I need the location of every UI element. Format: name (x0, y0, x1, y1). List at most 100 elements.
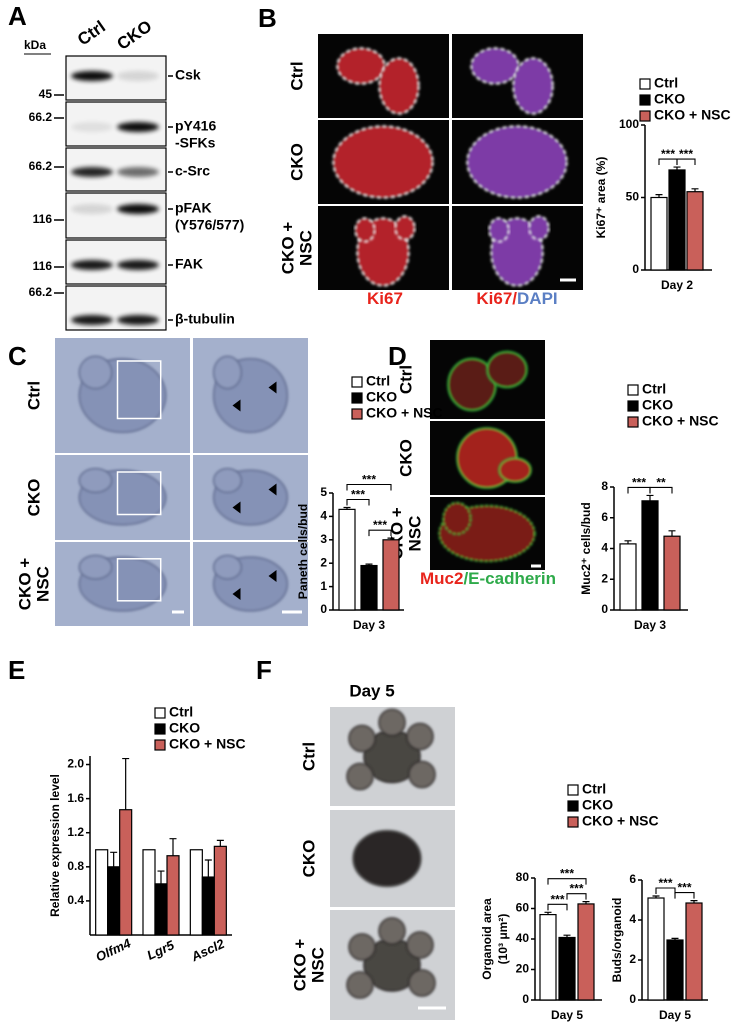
row-label: NSC (405, 516, 424, 552)
error-bar (204, 859, 212, 878)
bar (650, 196, 668, 271)
organoid (348, 933, 376, 961)
error-bar (673, 166, 681, 170)
significance-label: *** (632, 475, 646, 489)
significance-bracket (627, 486, 651, 494)
legend-swatch (154, 707, 166, 719)
error-bar (157, 870, 165, 884)
bar (685, 902, 703, 1001)
error-bar (110, 851, 118, 867)
organoid (78, 554, 113, 580)
mw-marker: 116 (33, 259, 53, 273)
legend-swatch (567, 816, 579, 828)
y-tick-label: 3 (320, 532, 327, 546)
organoid (406, 722, 434, 751)
significance-label: *** (373, 518, 387, 532)
row-label: CKO (24, 479, 43, 517)
blot-band (71, 260, 113, 270)
row-label: CKO + (290, 939, 309, 992)
organoid (408, 760, 436, 789)
y-tick-label: 20 (516, 962, 530, 976)
legend-swatch (567, 800, 579, 812)
blot-band (117, 167, 159, 177)
bar (201, 876, 215, 936)
significance-label: *** (677, 881, 691, 895)
legend-label: CKO + NSC (169, 736, 246, 752)
organoid (378, 708, 406, 737)
x-tick-label: Day 3 (634, 618, 666, 632)
y-tick-label: 40 (516, 931, 530, 945)
blot-label: c-Src (175, 163, 210, 179)
significance-bracket (368, 529, 392, 537)
organoid (442, 501, 472, 536)
blot-band (71, 204, 113, 214)
significance-label: *** (560, 867, 574, 881)
bar (107, 866, 121, 936)
y-tick-label: 4 (629, 912, 636, 926)
legend-swatch (627, 384, 639, 396)
x-tick-label: Day 2 (661, 278, 693, 292)
error-bar (668, 530, 676, 537)
legend-label: CKO (366, 389, 397, 405)
blot-band (71, 122, 113, 132)
error-bar (646, 494, 654, 501)
significance-label: *** (679, 147, 693, 161)
blot-band (71, 315, 113, 325)
mw-marker: 66.2 (29, 285, 53, 299)
images-title: Day 5 (349, 681, 394, 700)
y-tick-label: 5 (320, 485, 327, 499)
y-tick-label: 2.0 (67, 757, 84, 771)
organoid (78, 467, 113, 494)
bar (189, 849, 203, 936)
row-label: CKO + (278, 222, 297, 275)
bar (382, 539, 400, 611)
row-label: CKO + (15, 558, 34, 611)
arrowhead (232, 399, 241, 412)
x-tick-label: Day 5 (551, 1008, 583, 1022)
significance-bracket (346, 498, 370, 506)
significance-label: *** (362, 473, 376, 487)
blot-band (71, 71, 113, 81)
significance-label: *** (661, 147, 675, 161)
y-tick-label: 8 (601, 479, 608, 493)
error-bar (582, 901, 590, 904)
label-part: Muc2 (420, 569, 463, 588)
bar (619, 543, 637, 611)
column-label: Ki67 (367, 289, 403, 308)
bar (119, 809, 133, 936)
error-bar (655, 194, 663, 198)
blot-band (71, 167, 113, 177)
y-tick-label: 1.6 (67, 791, 84, 805)
legend-swatch (627, 416, 639, 428)
organoid (354, 217, 376, 243)
significance-bracket (547, 878, 587, 885)
y-tick-label: 0 (629, 992, 636, 1006)
organoid (512, 57, 554, 115)
blot-label: (Y576/577) (175, 217, 244, 233)
row-label: Ctrl (24, 381, 43, 410)
organoid (78, 355, 113, 390)
organoid (466, 125, 568, 199)
lane-label: CKO (113, 17, 155, 54)
row-label: CKO (299, 840, 318, 878)
arrowhead (268, 381, 277, 394)
bar (647, 897, 665, 1001)
significance-label: *** (351, 488, 365, 502)
bar (641, 500, 659, 611)
legend-swatch (351, 408, 363, 420)
organoid (348, 724, 376, 753)
legend-swatch (639, 110, 651, 122)
panel-letter: F (256, 655, 272, 685)
y-tick-label: 6 (629, 872, 636, 886)
legend-label: CKO (169, 720, 200, 736)
y-axis-label: Ki67⁺ area (%) (594, 157, 608, 239)
zoom-box (116, 471, 162, 516)
bar (666, 939, 684, 1001)
significance-bracket (674, 892, 695, 899)
organoid (332, 125, 434, 199)
legend-label: CKO + NSC (582, 813, 659, 829)
arrowhead (232, 588, 241, 600)
error-bar (563, 934, 571, 938)
x-tick-label: Ascl2 (188, 936, 227, 965)
